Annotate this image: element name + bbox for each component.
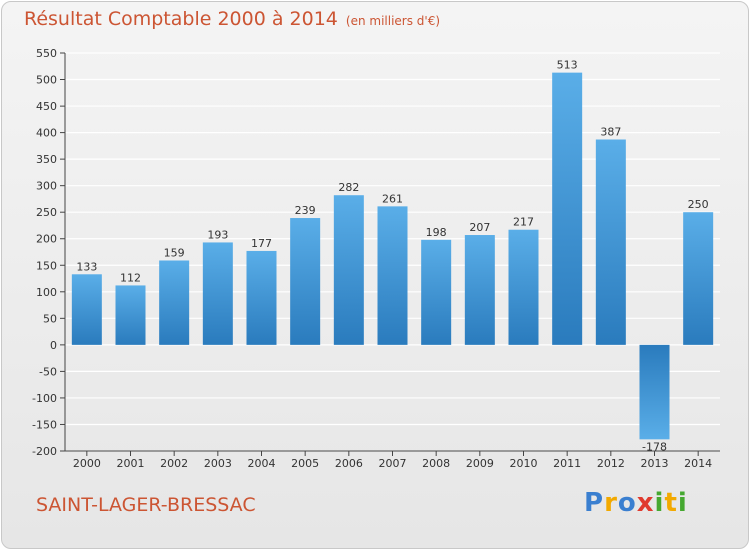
value-label: 207 xyxy=(469,221,490,234)
y-tick-label: 150 xyxy=(36,259,57,272)
x-tick-label: 2002 xyxy=(160,457,188,470)
bar xyxy=(246,250,277,345)
value-label: 159 xyxy=(164,246,185,259)
bar xyxy=(333,195,364,345)
value-label: 193 xyxy=(207,228,228,241)
value-label: 261 xyxy=(382,192,403,205)
bar xyxy=(683,212,714,345)
logo-letter: P xyxy=(584,488,605,518)
bar xyxy=(595,139,626,345)
y-tick-label: 250 xyxy=(36,206,57,219)
y-tick-label: -150 xyxy=(32,418,57,431)
bar xyxy=(421,239,452,345)
x-tick-label: 2014 xyxy=(684,457,712,470)
x-tick-label: 2006 xyxy=(335,457,363,470)
x-tick-label: 2004 xyxy=(248,457,276,470)
x-tick-label: 2012 xyxy=(597,457,625,470)
logo-letter: i xyxy=(654,488,665,518)
y-tick-label: 100 xyxy=(36,286,57,299)
chart-unit-label: (en milliers d'€) xyxy=(345,14,441,28)
commune-name: SAINT-LAGER-BRESSAC xyxy=(36,494,256,516)
y-tick-label: 400 xyxy=(36,127,57,140)
bar xyxy=(115,285,146,345)
proxiti-logo: Proxiti xyxy=(584,488,688,518)
x-tick-label: 2000 xyxy=(73,457,101,470)
value-label: 112 xyxy=(120,271,141,284)
x-tick-label: 2010 xyxy=(510,457,538,470)
value-label: 217 xyxy=(513,216,534,229)
y-tick-label: 300 xyxy=(36,180,57,193)
logo-letter: i xyxy=(677,488,688,518)
chart-title-text: Résultat Comptable 2000 à 2014 xyxy=(24,8,338,30)
logo-letter: x xyxy=(636,488,655,518)
x-tick-label: 2009 xyxy=(466,457,494,470)
value-label: -178 xyxy=(642,440,667,453)
value-label: 513 xyxy=(557,59,578,72)
bar xyxy=(552,72,583,345)
chart-title: Résultat Comptable 2000 à 2014 (en millie… xyxy=(24,8,440,30)
bar xyxy=(377,206,408,345)
logo-letter: o xyxy=(617,488,637,518)
y-tick-label: -100 xyxy=(32,392,57,405)
y-tick-label: 500 xyxy=(36,74,57,87)
bar xyxy=(464,235,495,345)
bar xyxy=(159,260,190,345)
bar xyxy=(508,229,539,345)
y-tick-label: 450 xyxy=(36,100,57,113)
logo-letter: t xyxy=(664,488,678,518)
value-label: 133 xyxy=(76,260,97,273)
y-tick-label: -50 xyxy=(39,365,57,378)
x-tick-label: 2005 xyxy=(291,457,319,470)
x-tick-label: 2007 xyxy=(379,457,407,470)
y-tick-label: 550 xyxy=(36,47,57,60)
logo-letter: r xyxy=(604,488,618,518)
x-tick-label: 2003 xyxy=(204,457,232,470)
value-label: 282 xyxy=(338,181,359,194)
bar xyxy=(71,274,102,345)
y-tick-label: 350 xyxy=(36,153,57,166)
x-tick-label: 2001 xyxy=(117,457,145,470)
value-label: 177 xyxy=(251,237,272,250)
y-tick-label: 200 xyxy=(36,233,57,246)
x-tick-label: 2008 xyxy=(422,457,450,470)
bar xyxy=(202,242,233,345)
y-tick-label: -200 xyxy=(32,445,57,458)
x-tick-label: 2011 xyxy=(553,457,581,470)
value-label: 239 xyxy=(295,204,316,217)
value-label: 387 xyxy=(600,125,621,138)
y-tick-label: 0 xyxy=(50,339,57,352)
bar xyxy=(639,344,670,440)
value-label: 250 xyxy=(688,198,709,211)
y-tick-label: 50 xyxy=(43,312,57,325)
bar xyxy=(290,218,321,345)
value-label: 198 xyxy=(426,226,447,239)
x-tick-label: 2013 xyxy=(641,457,669,470)
